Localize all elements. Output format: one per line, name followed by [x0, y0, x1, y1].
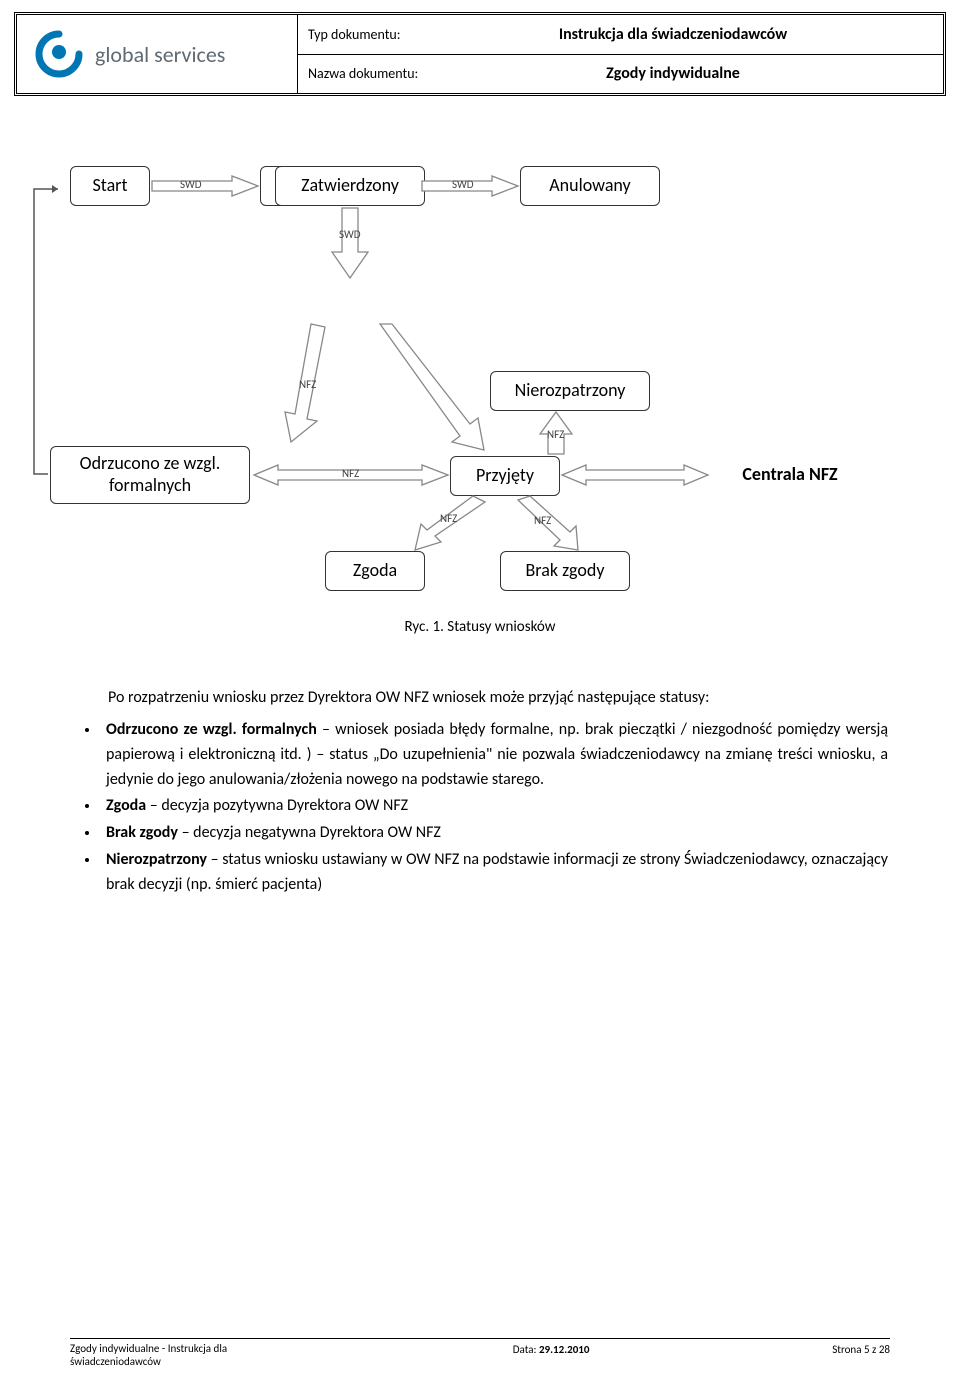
bullet-item: Brak zgody – decyzja negatywna Dyrektora… — [100, 821, 888, 846]
body-intro: Po rozpatrzeniu wniosku przez Dyrektora … — [72, 686, 888, 710]
bullet-strong: Brak zgody — [106, 823, 178, 842]
node-zgoda: Zgoda — [325, 551, 425, 591]
node-start: Start — [70, 166, 150, 206]
footer-date-label: Data: — [513, 1343, 537, 1356]
label-swd-3: SWD — [339, 228, 361, 241]
bullet-rest: – status wniosku ustawiany w OW NFZ na p… — [106, 850, 888, 894]
arrow-start-wprowadzony — [152, 174, 258, 198]
path-odrzucono-start — [30, 186, 60, 476]
footer-date: Data: 29.12.2010 — [513, 1342, 590, 1356]
label-swd-1: SWD — [180, 178, 202, 191]
bullet-item: Nierozpatrzony – status wniosku ustawian… — [100, 848, 888, 898]
node-anulowany: Anulowany — [520, 166, 660, 206]
bullet-strong: Nierozpatrzony — [106, 850, 207, 869]
label-nfz-2: NFZ — [342, 467, 359, 480]
node-odrzucono: Odrzucono ze wzgl. formalnych — [50, 446, 250, 504]
bullet-item: Odrzucono ze wzgl. formalnych – wniosek … — [100, 718, 888, 792]
footer-page: Strona 5 z 28 — [832, 1342, 890, 1356]
logo-text: global services — [95, 41, 225, 68]
nazwa-value: Zgody indywidualne — [443, 64, 943, 83]
document-header: global services Typ dokumentu: Instrukcj… — [14, 12, 946, 96]
bullet-list: Odrzucono ze wzgl. formalnych – wniosek … — [100, 718, 888, 898]
label-swd-2: SWD — [452, 178, 474, 191]
typ-label: Typ dokumentu: — [298, 22, 443, 47]
node-nierozpatrzony: Nierozpatrzony — [490, 371, 650, 411]
bullet-strong: Zgoda — [106, 796, 146, 815]
label-nfz-5: NFZ — [534, 514, 551, 527]
figure-caption: Ryc. 1. Statusy wniosków — [0, 618, 960, 636]
bullet-rest: – decyzja negatywna Dyrektora OW NFZ — [178, 823, 441, 842]
label-nfz-4: NFZ — [440, 512, 457, 525]
arrow-przyjety-centrala — [562, 462, 708, 488]
node-centrala: Centrala NFZ — [710, 456, 870, 494]
typ-value: Instrukcja dla świadczeniodawców — [443, 25, 943, 44]
arrow-zatw-przyjety — [380, 324, 490, 454]
body-intro-block: Po rozpatrzeniu wniosku przez Dyrektora … — [72, 686, 888, 710]
page-footer: Zgody indywidualne - Instrukcja dla świa… — [70, 1338, 890, 1368]
label-nfz-3: NFZ — [547, 428, 564, 441]
node-przyjety: Przyjęty — [450, 456, 560, 496]
header-meta: Typ dokumentu: Instrukcja dla świadczeni… — [297, 15, 943, 93]
status-diagram: Start Wprowadzony Anulowany Zatwierdzony… — [50, 166, 910, 596]
label-nfz-1: NFZ — [299, 378, 316, 391]
footer-left: Zgody indywidualne - Instrukcja dla świa… — [70, 1342, 270, 1368]
node-zatwierdzony: Zatwierdzony — [275, 166, 425, 206]
node-brak-zgody: Brak zgody — [500, 551, 630, 591]
logo-icon — [35, 30, 83, 78]
bullet-strong: Odrzucono ze wzgl. formalnych — [106, 720, 317, 739]
typ-row: Typ dokumentu: Instrukcja dla świadczeni… — [297, 15, 943, 54]
nazwa-label: Nazwa dokumentu: — [298, 61, 443, 86]
nazwa-row: Nazwa dokumentu: Zgody indywidualne — [297, 54, 943, 94]
arrow-wprowadzony-zatwierdzony — [330, 208, 370, 278]
footer-date-value: 29.12.2010 — [539, 1343, 589, 1356]
bullet-item: Zgoda – decyzja pozytywna Dyrektora OW N… — [100, 794, 888, 819]
bullet-rest: – decyzja pozytywna Dyrektora OW NFZ — [146, 796, 408, 815]
logo-cell: global services — [17, 15, 297, 93]
